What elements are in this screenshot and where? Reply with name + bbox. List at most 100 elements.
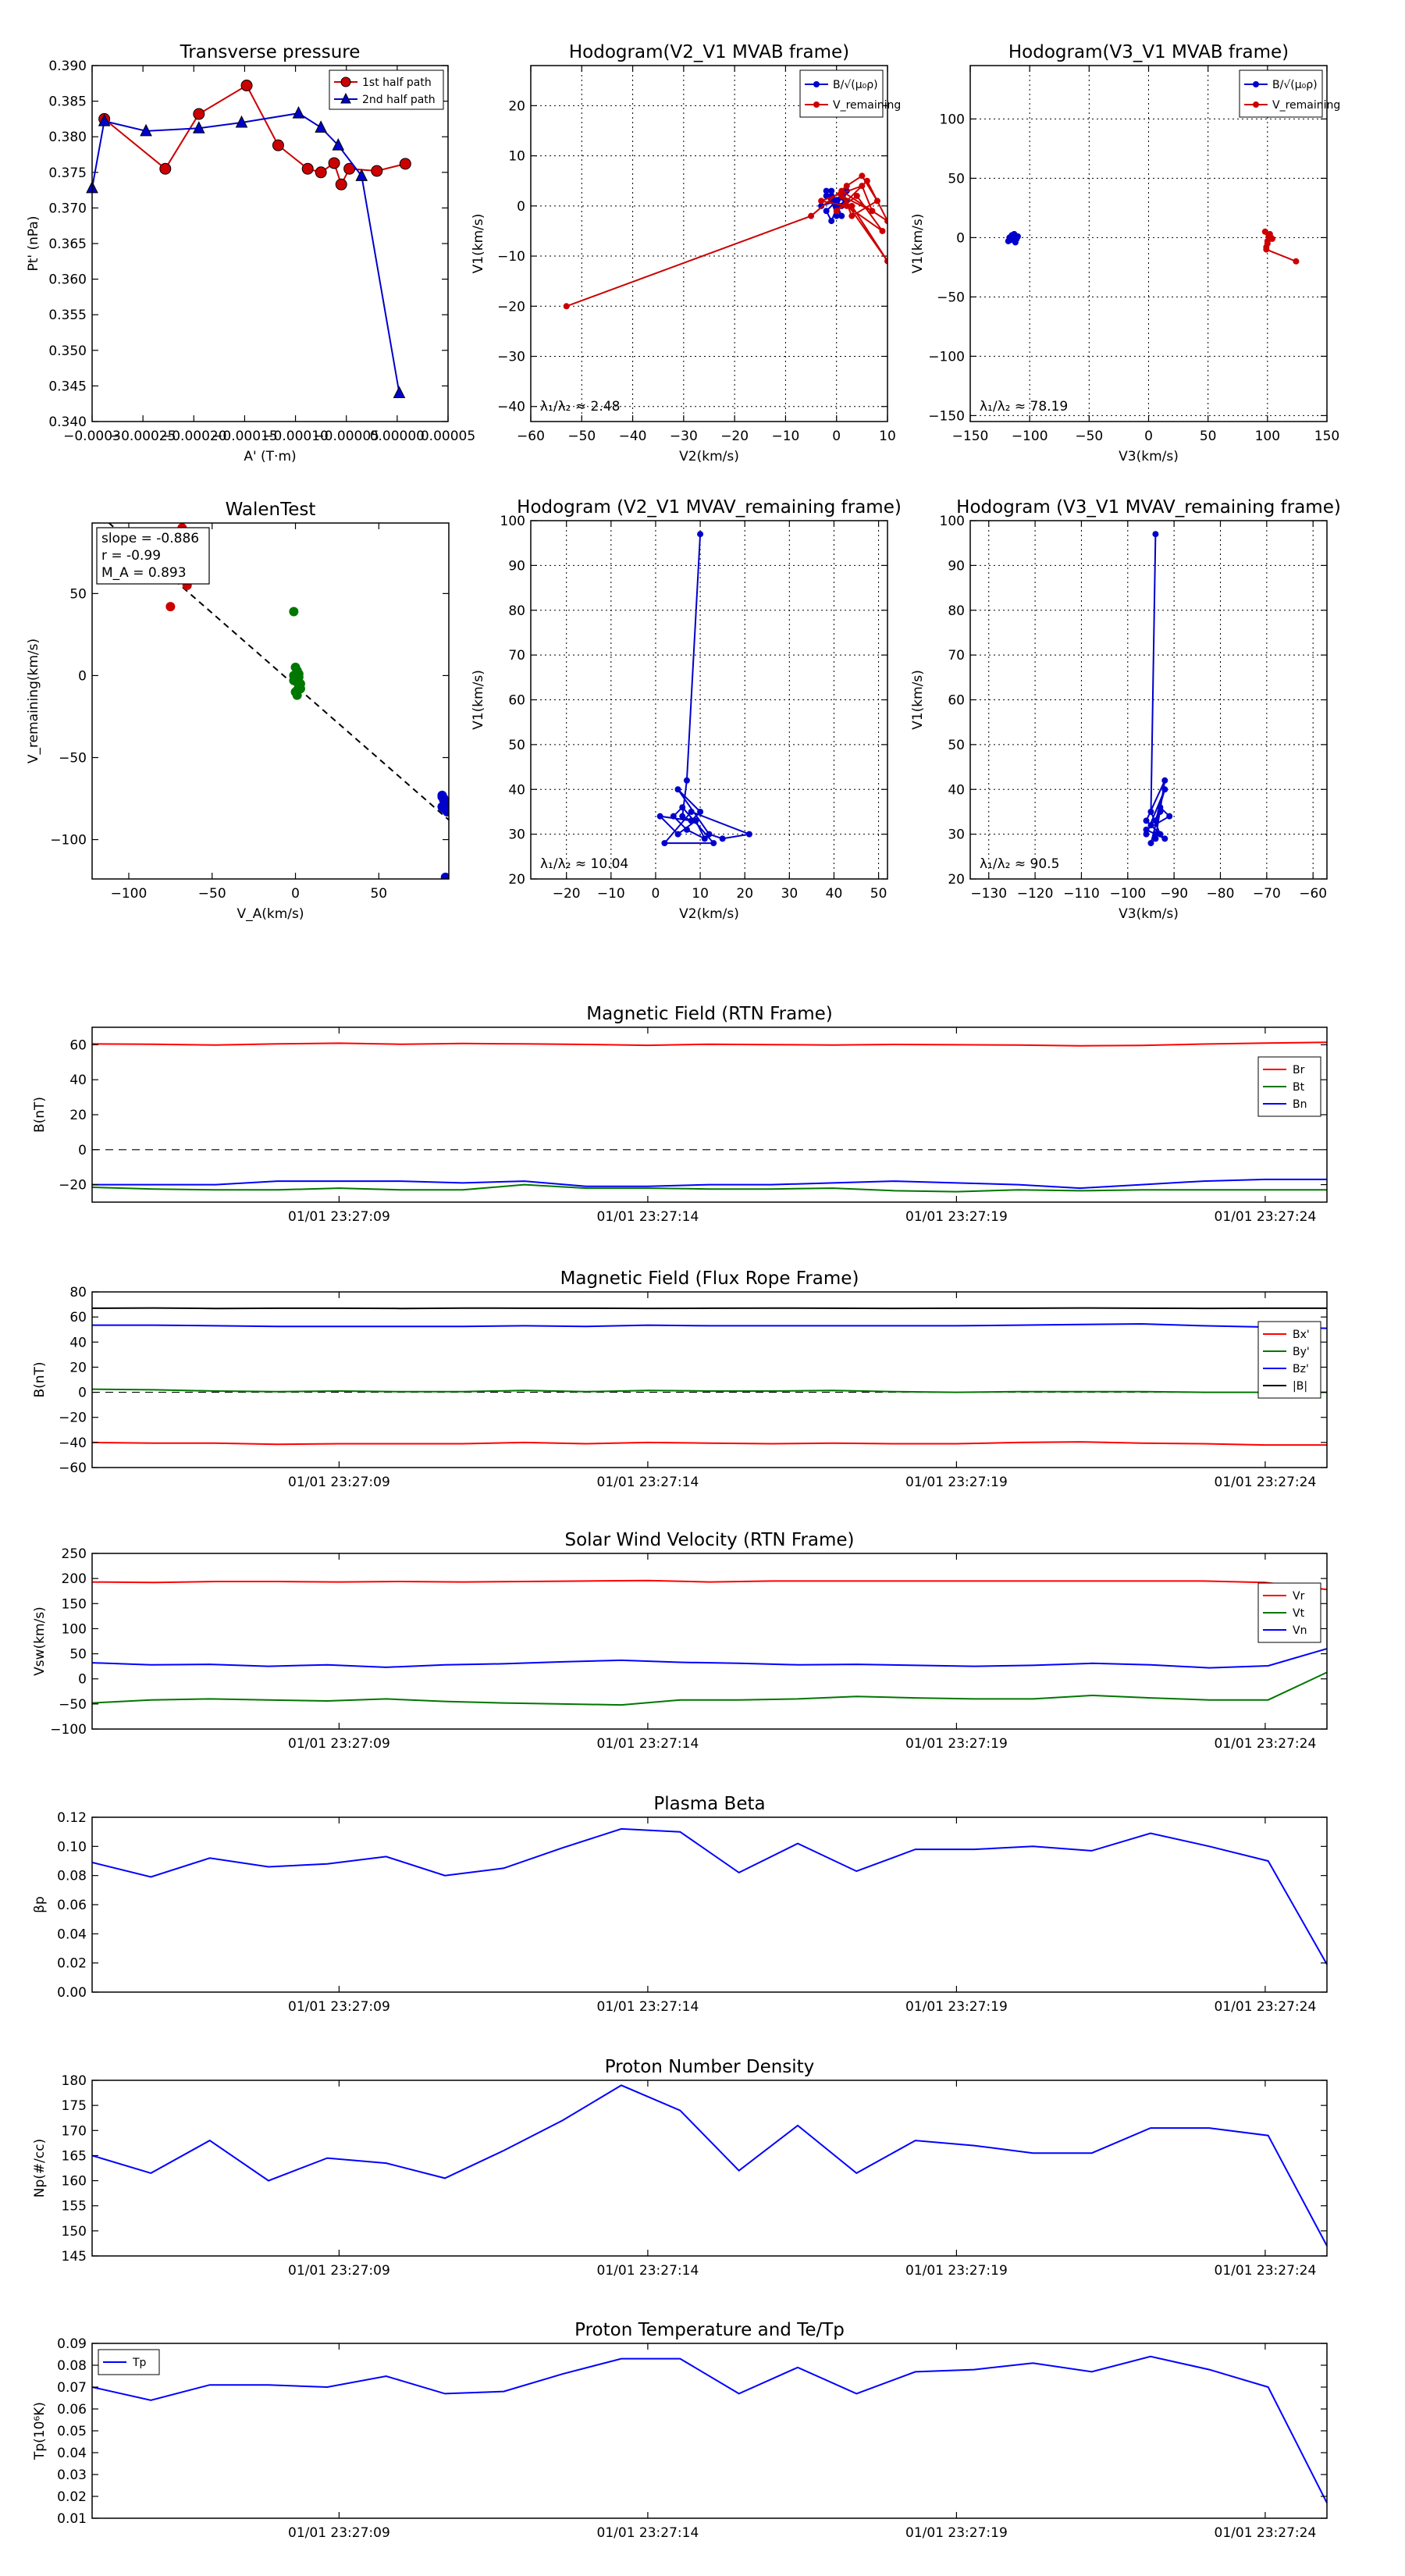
series-By-line xyxy=(91,1388,1327,1393)
x-tick-label: −0.00015 xyxy=(212,429,278,444)
chart-title: Proton Number Density xyxy=(605,2057,815,2077)
data-point-1st-half xyxy=(272,139,284,151)
data-point xyxy=(1147,840,1154,847)
y-tick-label: 80 xyxy=(508,603,525,619)
y-tick-label: 0.375 xyxy=(48,165,87,181)
y-tick-label: 165 xyxy=(62,2148,87,2164)
x-tick-label: −0.00025 xyxy=(110,429,176,444)
y-tick-label: 0.10 xyxy=(57,1839,87,1855)
time-tick-label: 01/01 23:27:09 xyxy=(288,1209,390,1225)
y-tick-label: 0 xyxy=(956,230,965,246)
x-tick-label: −20 xyxy=(720,429,749,444)
pnd-timeseries-chart: 145 150 155 160 165 170 175 180 01/01 23:27:09 01… xyxy=(32,2057,1328,2279)
data-point-2nd-half xyxy=(98,114,111,126)
time-tick-label: 01/01 23:27:14 xyxy=(597,2525,699,2541)
slope-text: slope = -0.886 xyxy=(101,531,199,546)
y-axis-label: V_remaining(km/s) xyxy=(26,639,41,763)
x-tick-label: 10 xyxy=(692,886,709,902)
axes-border xyxy=(91,1026,1328,1203)
legend: B/√(μ₀ρ) V_remaining xyxy=(799,69,901,118)
series-beta-line xyxy=(91,1827,1328,1965)
data-point-blue xyxy=(442,806,449,817)
x-tick-label: −50 xyxy=(198,886,226,902)
legend: Bx' By' Bz' |B| xyxy=(1257,1321,1321,1399)
y-tick-label: −20 xyxy=(59,1411,87,1426)
eigenvalue-ratio-annotation: λ₁/λ₂ ≈ 90.5 xyxy=(980,856,1059,872)
chart-title: Plasma Beta xyxy=(653,1794,765,1814)
legend-label: B/√(μ₀ρ) xyxy=(833,79,878,91)
data-point xyxy=(1166,813,1173,820)
axes-border xyxy=(969,520,1328,880)
series-Vn-line xyxy=(91,1648,1328,1669)
data-point xyxy=(884,218,887,225)
data-point xyxy=(884,258,887,265)
y-tick-label: −50 xyxy=(59,1697,87,1713)
chart-title: Magnetic Field (Flux Rope Frame) xyxy=(560,1268,859,1289)
h2-hodogram-chart: −150 −100 −50 0 50 100 150 −150 −100 −50 0 50 100 Hod… xyxy=(910,42,1340,464)
y-tick-label: 150 xyxy=(62,1596,87,1612)
x-tick-label: −0.00020 xyxy=(161,429,227,444)
data-point-1st-half xyxy=(328,157,340,169)
time-tick-label: 01/01 23:27:19 xyxy=(905,1736,1008,1752)
walen-test-chart: −100 −50 0 50 −100 −50 0 50 WalenTest V_A(km/s) V_… xyxy=(26,500,450,922)
axes-border xyxy=(530,65,888,422)
data-point xyxy=(843,183,850,190)
series-Bx-line xyxy=(91,1441,1327,1446)
y-tick-label: 20 xyxy=(508,98,525,114)
legend-marker xyxy=(1253,81,1259,87)
x-tick-label: −60 xyxy=(1299,886,1327,902)
legend: Vr Vt Vn xyxy=(1257,1582,1321,1643)
data-point xyxy=(688,808,695,815)
y-tick-label: 80 xyxy=(69,1285,87,1300)
legend-label: Vn xyxy=(1293,1624,1307,1637)
data-point-2nd-half xyxy=(140,123,152,137)
y-tick-label: −150 xyxy=(928,408,965,424)
data-point xyxy=(683,777,690,784)
y-tick-label: 10 xyxy=(508,149,525,165)
y-tick-label: 150 xyxy=(62,2224,87,2240)
y-tick-label: 100 xyxy=(500,514,525,529)
time-tick-label: 01/01 23:27:19 xyxy=(905,2525,1008,2541)
data-point xyxy=(873,197,880,205)
y-tick-label: 60 xyxy=(508,693,525,709)
data-point xyxy=(1143,817,1150,824)
data-point xyxy=(1152,831,1159,838)
y-tick-label: 0.385 xyxy=(48,94,87,110)
data-point xyxy=(818,202,825,209)
y-tick-label: 0.05 xyxy=(57,2424,87,2439)
data-point xyxy=(823,192,830,199)
y-tick-label: 0.360 xyxy=(48,272,87,288)
y-tick-label: 0 xyxy=(78,1143,87,1158)
data-point-1st-half xyxy=(315,166,327,179)
chart-title: Hodogram (V3_V1 MVAV_remaining frame) xyxy=(956,497,1341,518)
time-tick-label: 01/01 23:27:24 xyxy=(1215,1999,1317,2015)
y-tick-label: −50 xyxy=(937,290,965,305)
y-tick-label: 0.340 xyxy=(48,415,87,430)
time-tick-label: 01/01 23:27:09 xyxy=(288,1475,390,1490)
y-tick-label: 50 xyxy=(948,738,965,753)
plot-area xyxy=(92,66,448,422)
transverse-pressure-chart: −0.0003−0.00025−0.00020−0.00015−0.00010−… xyxy=(26,42,475,464)
y-tick-label: −20 xyxy=(59,1178,87,1194)
legend-box xyxy=(799,69,884,118)
time-tick-label: 01/01 23:27:19 xyxy=(905,2263,1008,2279)
y-tick-label: 100 xyxy=(940,514,965,529)
series-B-line xyxy=(91,1307,1327,1310)
data-point xyxy=(838,192,845,199)
data-point xyxy=(1293,258,1300,265)
legend-label: V_remaining xyxy=(1272,99,1340,112)
x-tick-label: 30 xyxy=(781,886,799,902)
y-axis-label: V1(km/s) xyxy=(471,214,486,274)
data-point-red xyxy=(165,602,176,612)
data-point-2nd-half xyxy=(393,386,406,399)
legend-label: Vt xyxy=(1293,1607,1305,1620)
time-tick-label: 01/01 23:27:09 xyxy=(288,2525,390,2541)
y-tick-label: 0.02 xyxy=(57,2489,87,2505)
time-tick-label: 01/01 23:27:24 xyxy=(1215,1475,1317,1490)
legend-label: By' xyxy=(1293,1346,1310,1358)
plot-area xyxy=(92,1027,1327,1202)
y-tick-label: 0.03 xyxy=(57,2467,87,2483)
x-tick-label: 0 xyxy=(291,886,300,902)
axes-border xyxy=(91,65,449,422)
x-tick-label: −80 xyxy=(1207,886,1235,902)
